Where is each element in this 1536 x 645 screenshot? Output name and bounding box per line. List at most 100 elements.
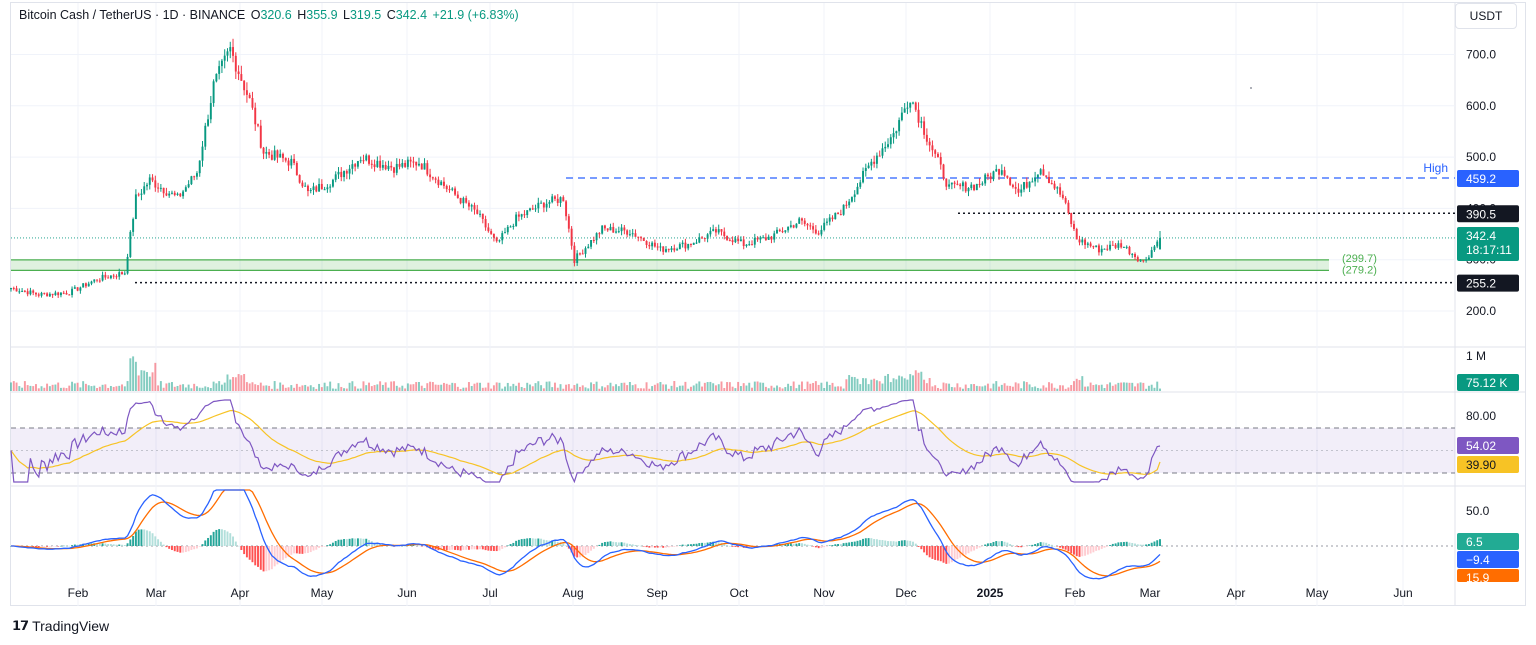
candle-body	[578, 253, 581, 255]
volume-bar	[451, 382, 454, 391]
macd-histogram-bar	[592, 546, 595, 549]
volume-bar	[304, 384, 307, 391]
volume-bar	[903, 378, 906, 391]
volume-bar	[925, 383, 928, 391]
candle-body	[617, 231, 620, 233]
volume-bar	[1056, 388, 1059, 391]
macd-histogram-bar	[831, 545, 834, 546]
candle-body	[978, 183, 981, 185]
volume-bar	[504, 386, 506, 391]
volume-bar	[1045, 387, 1048, 391]
candle-body	[62, 292, 65, 294]
macd-histogram-bar	[365, 538, 368, 546]
macd-histogram-bar	[912, 541, 914, 546]
candle-body	[939, 157, 942, 165]
candle-body	[837, 212, 840, 215]
tradingview-logo[interactable]: 𝟭𝟳 TradingView	[12, 618, 109, 634]
candle-body	[1078, 239, 1081, 243]
macd-histogram-bar	[615, 542, 617, 546]
macd-histogram-bar	[884, 540, 887, 546]
volume-bar	[606, 385, 609, 391]
macd-histogram-bar	[726, 545, 729, 546]
volume-bar	[326, 386, 329, 391]
volume-bar	[1114, 384, 1117, 391]
volume-bar	[320, 387, 323, 391]
volume-bar	[698, 381, 701, 391]
candle-body	[673, 248, 676, 251]
currency-button[interactable]: USDT	[1455, 3, 1517, 29]
volume-bar	[984, 385, 987, 391]
macd-histogram-bar	[739, 546, 742, 548]
candle-body	[895, 131, 898, 134]
month-label-jun: Jun	[397, 586, 416, 600]
macd-histogram-bar	[282, 546, 284, 560]
macd-histogram-bar	[1034, 544, 1037, 546]
volume-bar	[748, 382, 751, 391]
macd-histogram-bar	[331, 542, 334, 546]
month-label-dec: Dec	[895, 586, 916, 600]
rsi-tick-label: 80.00	[1466, 409, 1496, 423]
candle-body	[193, 176, 196, 178]
macd-histogram-bar	[193, 546, 196, 550]
volume-bar	[801, 381, 803, 391]
chart-frame[interactable]	[10, 2, 1526, 606]
candle-body	[692, 242, 695, 245]
candle-body	[906, 107, 909, 109]
volume-bar	[1156, 381, 1159, 391]
macd-histogram-bar	[481, 546, 484, 550]
volume-bar	[159, 381, 162, 391]
macd-histogram-bar	[590, 546, 593, 551]
candle-body	[90, 281, 93, 284]
macd-histogram-bar	[76, 544, 79, 546]
rsi-ma-value-label-text: 39.90	[1466, 458, 1496, 472]
macd-histogram-bar	[279, 546, 282, 562]
macd-histogram-bar	[681, 544, 684, 546]
volume-bar	[884, 375, 887, 391]
month-label-oct: Oct	[730, 586, 749, 600]
candle-body	[1003, 170, 1006, 176]
volume-bar	[312, 387, 315, 391]
macd-histogram-bar	[1122, 541, 1125, 546]
candle-body	[320, 183, 323, 190]
candle-body	[93, 279, 96, 282]
candle-body	[651, 242, 654, 247]
volume-bar	[1128, 382, 1131, 391]
volume-bar	[10, 382, 12, 391]
macd-histogram-bar	[62, 545, 65, 547]
volume-bar	[792, 381, 795, 391]
macd-histogram-bar	[1061, 546, 1064, 549]
macd-histogram-bar	[695, 543, 698, 546]
volume-bar	[132, 356, 135, 391]
candle-body	[945, 178, 948, 187]
volume-bar	[573, 385, 576, 391]
candle-body	[984, 174, 987, 184]
macd-histogram-bar	[712, 541, 715, 546]
candle-body	[107, 277, 110, 279]
volume-bar	[603, 387, 606, 391]
volume-bar	[240, 375, 243, 391]
volume-bar	[917, 372, 920, 391]
volume-bar	[712, 383, 715, 391]
volume-bar	[118, 385, 121, 391]
candle-body	[412, 161, 415, 163]
volume-bar	[678, 385, 681, 391]
macd-histogram-bar	[645, 546, 648, 548]
candle-body	[909, 102, 912, 108]
volume-bar	[492, 385, 495, 391]
volume-bar	[134, 361, 137, 391]
volume-bar	[381, 384, 384, 391]
price-tick-label: 700.0	[1466, 48, 1496, 62]
macd-histogram-bar	[287, 546, 290, 557]
candle-body	[989, 176, 992, 180]
candle-body	[720, 229, 723, 232]
volume-bar	[46, 383, 49, 391]
macd-histogram-bar	[881, 540, 884, 546]
candle-body	[368, 155, 370, 164]
candle-body	[878, 155, 881, 157]
symbol-title[interactable]: Bitcoin Cash / TetherUS · 1D · BINANCE	[19, 8, 246, 22]
volume-bar	[245, 382, 248, 391]
macd-histogram-bar	[1009, 544, 1012, 546]
volume-bar	[665, 384, 667, 391]
macd-histogram-bar	[37, 546, 40, 548]
